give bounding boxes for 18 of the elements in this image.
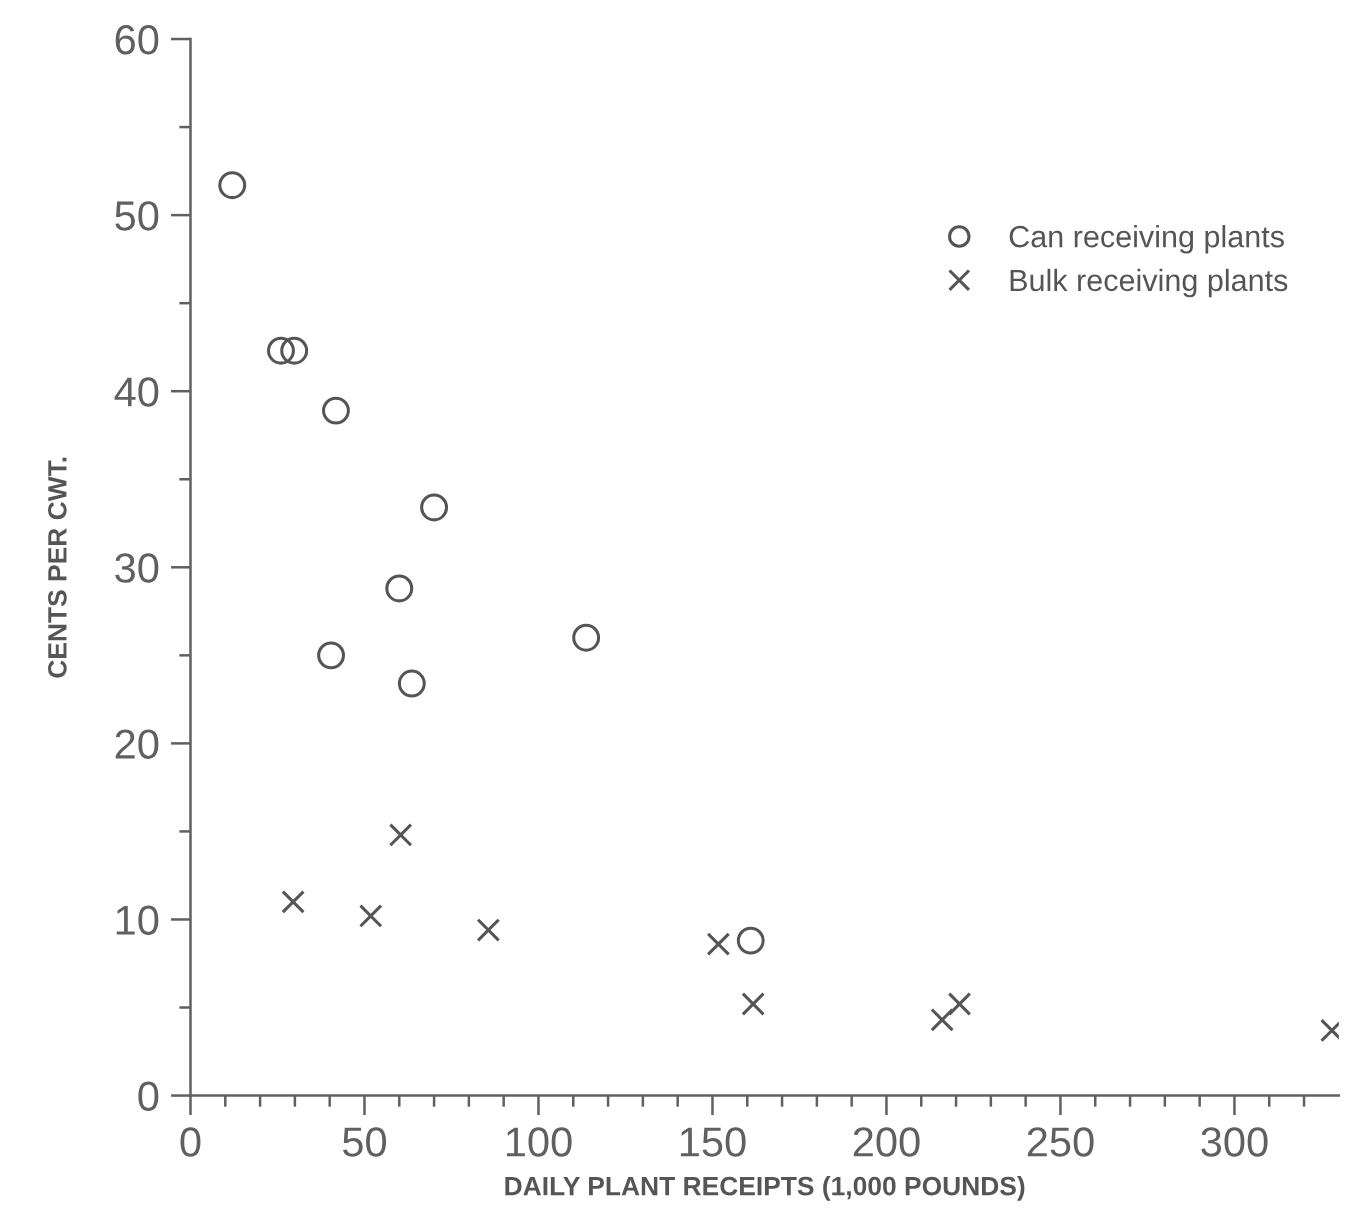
x-tick-label: 50 bbox=[342, 1127, 387, 1157]
y-tick-label: 60 bbox=[115, 25, 159, 55]
x-tick-label: 100 bbox=[506, 1127, 572, 1157]
y-tick-label: 0 bbox=[138, 1081, 159, 1112]
x-tick-label: 250 bbox=[1027, 1127, 1094, 1157]
legend-label: Bulk receiving plants bbox=[1010, 268, 1288, 298]
x-tick-label: 150 bbox=[680, 1127, 746, 1157]
x-tick-label: 0 bbox=[180, 1127, 201, 1157]
y-tick-label: 10 bbox=[116, 905, 159, 935]
x-tick-label: 300 bbox=[1201, 1127, 1268, 1157]
x-tick-label: 200 bbox=[853, 1127, 920, 1157]
legend-label: Can receiving plants bbox=[1009, 225, 1284, 254]
y-axis-title: CENTS PER CWT. bbox=[48, 457, 67, 678]
y-tick-label: 50 bbox=[115, 201, 159, 231]
y-tick-label: 30 bbox=[115, 553, 159, 583]
x-axis-title: DAILY PLANT RECEIPTS (1,000 POUNDS) bbox=[505, 1176, 1025, 1201]
y-tick-label: 20 bbox=[115, 729, 159, 759]
y-tick-label: 40 bbox=[114, 377, 159, 407]
